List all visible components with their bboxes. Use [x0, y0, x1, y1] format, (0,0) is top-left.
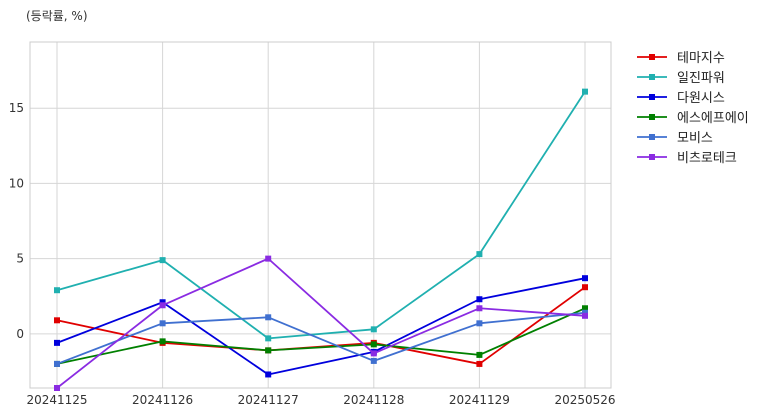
legend-label: 다원시스 — [677, 91, 725, 106]
legend-marker — [649, 54, 655, 60]
legend-marker — [649, 94, 655, 100]
data-point — [370, 326, 377, 333]
data-point — [54, 385, 60, 391]
series-line — [56, 91, 586, 340]
data-point — [476, 251, 483, 258]
data-point — [582, 312, 588, 319]
y-tick-label: 15 — [9, 101, 24, 115]
series — [54, 309, 588, 367]
legend-marker — [649, 154, 655, 160]
y-tick-label: 10 — [9, 176, 24, 190]
y-axis-ticks: 0 5 10 15 — [9, 101, 24, 341]
data-point — [159, 320, 166, 327]
legend-label: 비츠로테크 — [677, 151, 737, 166]
legend-marker — [649, 74, 655, 80]
data-point — [476, 351, 483, 358]
y-tick-label: 0 — [16, 327, 24, 341]
data-point — [370, 350, 377, 357]
legend-label: 테마지수 — [677, 51, 725, 66]
data-point — [159, 338, 166, 345]
legend-entry: 비츠로테크 — [637, 151, 737, 166]
data-point — [582, 88, 588, 95]
unit-label: (등락률, %) — [26, 9, 88, 23]
data-point — [159, 257, 166, 264]
series — [54, 284, 588, 367]
x-tick-label: 20241127 — [238, 393, 299, 407]
series — [54, 255, 588, 391]
x-tick-label: 20241128 — [343, 393, 404, 407]
x-axis-ticks: 20241125 20241126 20241127 20241128 20241129… — [26, 393, 615, 407]
data-point — [265, 371, 272, 378]
data-point — [476, 305, 483, 312]
data-point — [476, 360, 483, 367]
data-point — [54, 287, 60, 294]
legend-entry: 에스에프에이 — [637, 111, 749, 126]
data-point — [265, 335, 272, 342]
legend-marker — [649, 114, 655, 120]
data-point — [54, 339, 60, 346]
data-point — [582, 275, 588, 282]
data-point — [582, 284, 588, 291]
x-tick-label: 20241125 — [26, 393, 87, 407]
series-line — [56, 311, 586, 365]
series-lines — [54, 88, 588, 391]
data-point — [370, 341, 377, 348]
data-point — [476, 320, 483, 327]
data-point — [370, 357, 377, 364]
data-point — [54, 360, 60, 367]
data-point — [476, 296, 483, 303]
series-line — [56, 307, 586, 365]
legend-marker — [649, 134, 655, 140]
legend-entry: 테마지수 — [637, 51, 725, 66]
data-point — [582, 305, 588, 312]
series-line — [56, 257, 586, 389]
series — [54, 275, 588, 378]
data-point — [159, 299, 166, 306]
x-tick-label: 20241126 — [132, 393, 193, 407]
series-line — [56, 277, 586, 376]
data-point — [159, 302, 166, 309]
legend-label: 에스에프에이 — [677, 111, 749, 126]
x-tick-label: 20241129 — [449, 393, 510, 407]
data-point — [265, 314, 272, 321]
legend-label: 일진파워 — [677, 71, 725, 86]
plot-frame — [29, 41, 612, 389]
y-tick-label: 5 — [16, 252, 24, 266]
data-point — [54, 317, 60, 324]
data-point — [582, 309, 588, 316]
legend-entry: 다원시스 — [637, 91, 725, 106]
legend-entry: 일진파워 — [637, 71, 725, 86]
x-tick-label: 20250526 — [554, 393, 615, 407]
data-point — [265, 347, 272, 354]
data-point — [265, 255, 272, 262]
series — [54, 88, 588, 342]
legend-entry: 모비스 — [637, 131, 713, 146]
legend-label: 모비스 — [677, 131, 713, 146]
